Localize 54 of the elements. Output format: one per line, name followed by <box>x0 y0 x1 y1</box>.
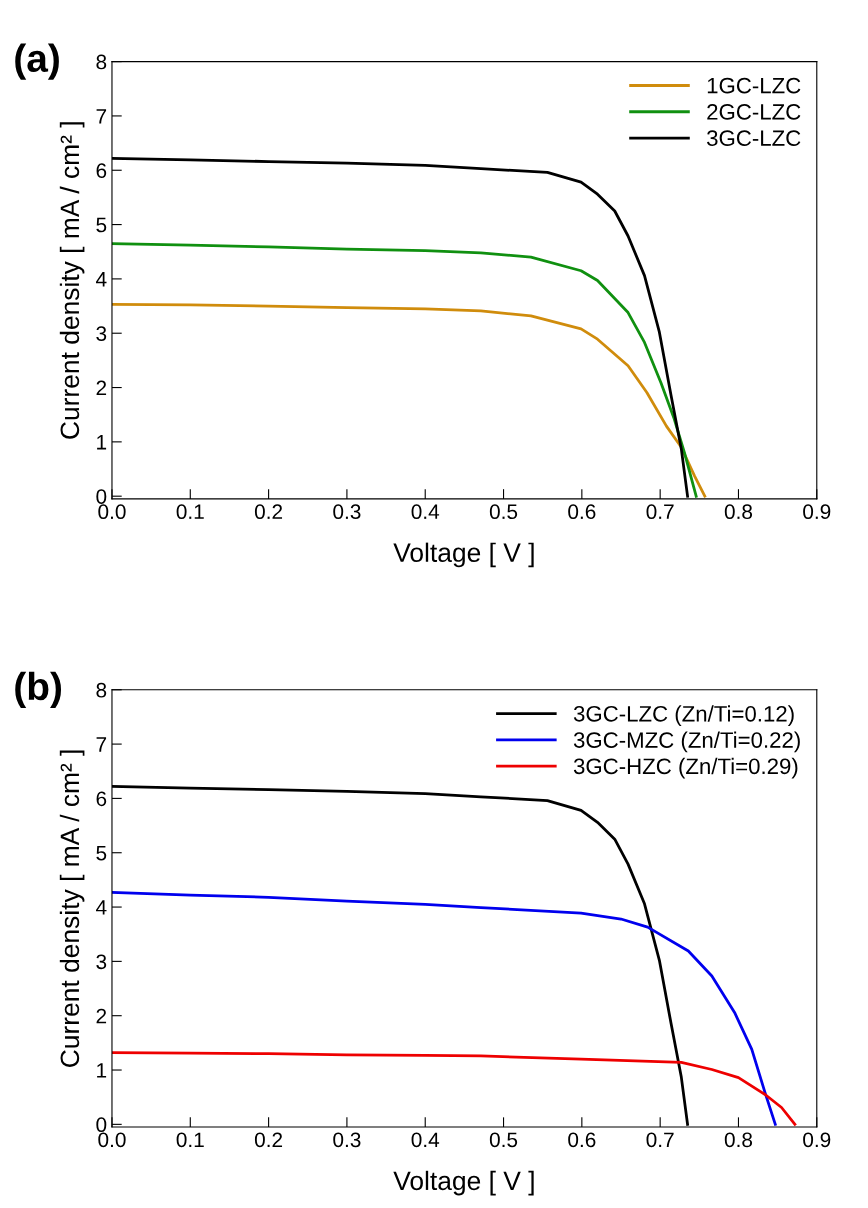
y-tick-label: 3 <box>96 954 107 970</box>
x-tick-label: 0.8 <box>724 504 753 520</box>
legend-label: 3GC-MZC (Zn/Ti=0.22) <box>573 731 800 753</box>
x-tick-label: 0.9 <box>803 1132 831 1148</box>
y-tick-label: 4 <box>96 272 107 287</box>
x-tick-label: 0.0 <box>98 1132 126 1148</box>
legend-label: 3GC-LZC <box>707 130 801 147</box>
x-tick-label: 0.4 <box>411 1132 440 1148</box>
y-tick-label: 0 <box>96 489 107 504</box>
line-series <box>111 891 777 1126</box>
x-tick-label: 0.4 <box>411 504 440 520</box>
x-tick-label: 0.7 <box>646 504 674 520</box>
y-axis-title: Current density [ mA / cm² ] <box>59 750 85 1067</box>
text: (a) <box>15 43 59 80</box>
y-tick-label: 1 <box>97 1063 107 1078</box>
y-tick-label: 7 <box>96 737 107 752</box>
y-tick-label: 4 <box>96 900 107 915</box>
legend-label: 3GC-HZC (Zn/Ti=0.29) <box>573 757 798 779</box>
x-tick-label: 0.5 <box>489 1132 518 1148</box>
y-tick-label: 5 <box>96 845 107 861</box>
x-axis-title: Voltage [ V ] <box>393 542 534 568</box>
x-axis-title: Voltage [ V ] <box>393 1170 534 1196</box>
y-tick-label: 3 <box>96 326 107 341</box>
y-tick-label: 0 <box>96 1117 107 1133</box>
y-tick-label: 8 <box>96 54 107 70</box>
x-tick-label: 0.9 <box>803 504 831 520</box>
x-tick-label: 0.2 <box>254 1132 283 1148</box>
legend-label: 2GC-LZC <box>707 104 801 120</box>
x-tick-label: 0.6 <box>568 1132 596 1148</box>
y-tick-label: 8 <box>96 682 107 698</box>
y-tick-label: 2 <box>96 1008 107 1024</box>
y-tick-label: 5 <box>96 217 107 233</box>
y-tick-label: 1 <box>97 435 107 450</box>
x-tick-label: 0.7 <box>646 1132 674 1148</box>
y-tick-label: 6 <box>96 163 107 179</box>
x-tick-label: 0.6 <box>568 504 596 520</box>
legend-label: 1GC-LZC <box>707 77 801 94</box>
x-tick-label: 0.3 <box>333 1132 361 1148</box>
x-tick-label: 0.1 <box>176 504 204 520</box>
y-tick-label: 7 <box>96 109 107 124</box>
x-tick-label: 0.8 <box>724 1132 753 1148</box>
x-tick-label: 0.3 <box>333 504 361 520</box>
x-tick-label: 0.2 <box>254 504 283 520</box>
line-series <box>111 1051 797 1126</box>
x-tick-label: 0.1 <box>176 1132 204 1148</box>
text: (b) <box>15 671 62 708</box>
y-tick-label: 2 <box>96 380 107 396</box>
line-series <box>111 242 698 498</box>
x-tick-label: 0.5 <box>489 504 518 520</box>
line-series <box>111 303 707 498</box>
legend-label: 3GC-LZC (Zn/Ti=0.12) <box>573 705 794 727</box>
y-axis-title: Current density [ mA / cm² ] <box>59 122 85 439</box>
x-tick-label: 0.0 <box>98 504 126 520</box>
y-tick-label: 6 <box>96 791 107 807</box>
